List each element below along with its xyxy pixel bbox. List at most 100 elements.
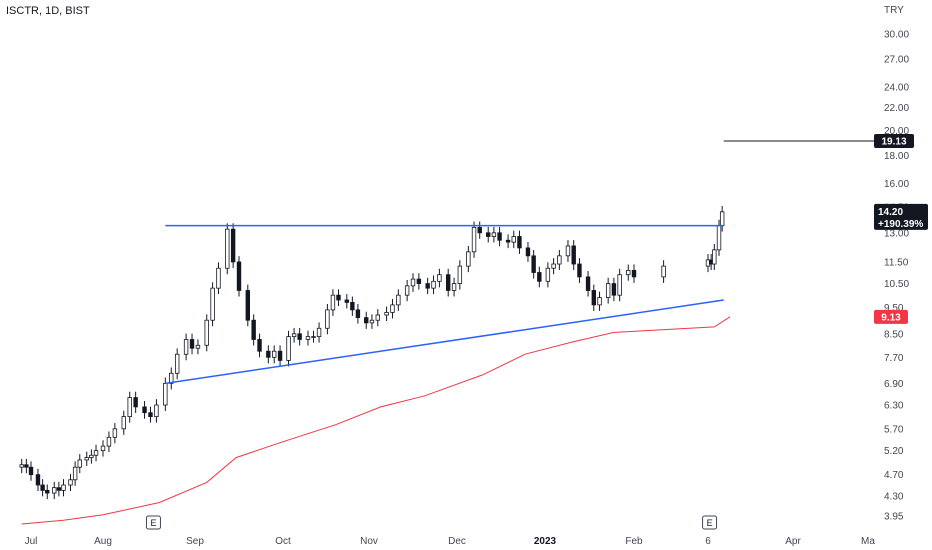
candle-body: [336, 294, 341, 301]
candle-body: [163, 382, 168, 406]
candle-body: [271, 350, 277, 358]
candle-body: [350, 302, 355, 311]
currency-label: TRY: [884, 5, 904, 16]
current-price-change: +190.39%: [878, 219, 923, 230]
level-price-tag-text: 19.13: [881, 136, 906, 147]
y-tick-label: 11.50: [884, 257, 909, 268]
candle-body: [93, 450, 99, 456]
candle-body: [390, 304, 395, 313]
candle-body: [325, 309, 330, 329]
candle-body: [369, 319, 375, 324]
candle-body: [505, 239, 511, 243]
candle-body: [189, 339, 195, 349]
candle-body: [457, 265, 463, 284]
candle-body: [661, 265, 666, 278]
candle-body: [384, 312, 389, 316]
support-trendline[interactable]: [165, 299, 724, 385]
candle-body: [225, 228, 230, 269]
y-tick-label: 20.00: [884, 126, 909, 137]
candle-body: [577, 263, 582, 278]
candle-body: [531, 255, 536, 273]
candle-body: [72, 466, 78, 481]
candle-body: [28, 466, 34, 476]
candle-body: [511, 236, 516, 243]
candle-body: [545, 267, 551, 282]
x-tick-label: Dec: [448, 536, 466, 547]
candle-body: [486, 232, 491, 237]
current-price-tag: [874, 203, 928, 230]
candle-body: [355, 309, 361, 318]
candle-body: [19, 464, 24, 468]
x-tick-label: Aug: [94, 536, 112, 547]
candle-body: [148, 412, 153, 418]
candle-body: [330, 294, 336, 311]
candle-body: [297, 333, 302, 340]
candle-body: [112, 428, 118, 438]
candle-body: [35, 474, 41, 486]
candle-body: [210, 287, 215, 321]
y-tick-label: 3.95: [884, 512, 904, 523]
candle-body: [466, 251, 471, 267]
symbol-title[interactable]: ISCTR, 1D, BIST: [6, 5, 90, 17]
candle-body: [491, 232, 497, 237]
candle-body: [585, 276, 591, 291]
x-tick-label: Nov: [360, 536, 378, 547]
candle-body: [45, 489, 50, 494]
y-tick-label: 18.00: [884, 151, 909, 162]
x-tick-label: Sep: [186, 536, 204, 547]
candle-body: [517, 236, 522, 249]
candle-body: [364, 317, 369, 324]
earnings-marker[interactable]: [702, 515, 718, 530]
y-tick-label: 13.00: [884, 228, 909, 239]
candle-body: [121, 416, 126, 430]
candle-body: [169, 372, 174, 384]
candle-body: [52, 487, 57, 494]
candle-body: [316, 327, 322, 338]
candle-body: [497, 232, 502, 241]
candle-body: [311, 336, 316, 339]
candle-body: [557, 255, 562, 265]
ma-price-tag-text: 9.13: [881, 312, 901, 323]
candle-body: [174, 353, 180, 374]
y-tick-label: 5.70: [884, 424, 904, 435]
candle-body: [525, 247, 531, 257]
x-tick-label: Apr: [785, 536, 801, 547]
y-tick-label: 6.30: [884, 401, 904, 412]
candle-body: [133, 397, 138, 408]
earnings-marker-label: E: [707, 518, 713, 528]
y-tick-label: 7.70: [884, 353, 904, 364]
candle-body: [451, 283, 457, 291]
candle-body: [445, 274, 451, 291]
current-price-value: 14.20: [878, 207, 903, 218]
candle-body: [537, 272, 542, 282]
candle-body: [100, 445, 106, 452]
candle-body: [68, 479, 73, 486]
x-tick-label: Oct: [275, 536, 291, 547]
y-tick-label: 4.30: [884, 491, 904, 502]
candle-body: [277, 350, 283, 361]
candle-body: [106, 436, 112, 447]
candle-body: [24, 464, 29, 468]
candle-body: [565, 245, 571, 257]
candle-body: [551, 263, 556, 269]
candle-body: [611, 283, 617, 296]
earnings-marker[interactable]: [145, 515, 161, 530]
candle-body: [716, 225, 722, 251]
candle-body: [245, 290, 250, 321]
candle-body: [61, 484, 66, 491]
x-tick-label: Ma: [861, 536, 875, 547]
candle-body: [216, 267, 221, 289]
candle-body: [291, 333, 297, 338]
candle-body: [257, 339, 262, 352]
candle-body: [416, 278, 422, 284]
y-tick-label: 6.90: [884, 379, 904, 390]
candle-body: [425, 283, 430, 289]
ma-price-tag: [874, 309, 908, 324]
candle-body: [344, 299, 350, 303]
y-tick-label: 16.00: [884, 179, 909, 190]
candle-body: [204, 319, 209, 346]
candle-body: [305, 336, 311, 340]
y-tick-label: 9.50: [884, 303, 904, 314]
candle-body: [142, 406, 147, 414]
